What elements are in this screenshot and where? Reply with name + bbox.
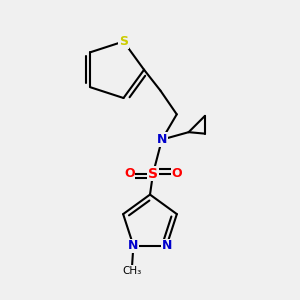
Text: N: N xyxy=(157,133,167,146)
Text: S: S xyxy=(148,167,158,181)
Text: O: O xyxy=(124,167,134,180)
Text: S: S xyxy=(119,35,128,48)
Text: N: N xyxy=(128,239,139,252)
Text: O: O xyxy=(171,167,182,180)
Text: CH₃: CH₃ xyxy=(122,266,142,276)
Text: N: N xyxy=(161,239,172,252)
